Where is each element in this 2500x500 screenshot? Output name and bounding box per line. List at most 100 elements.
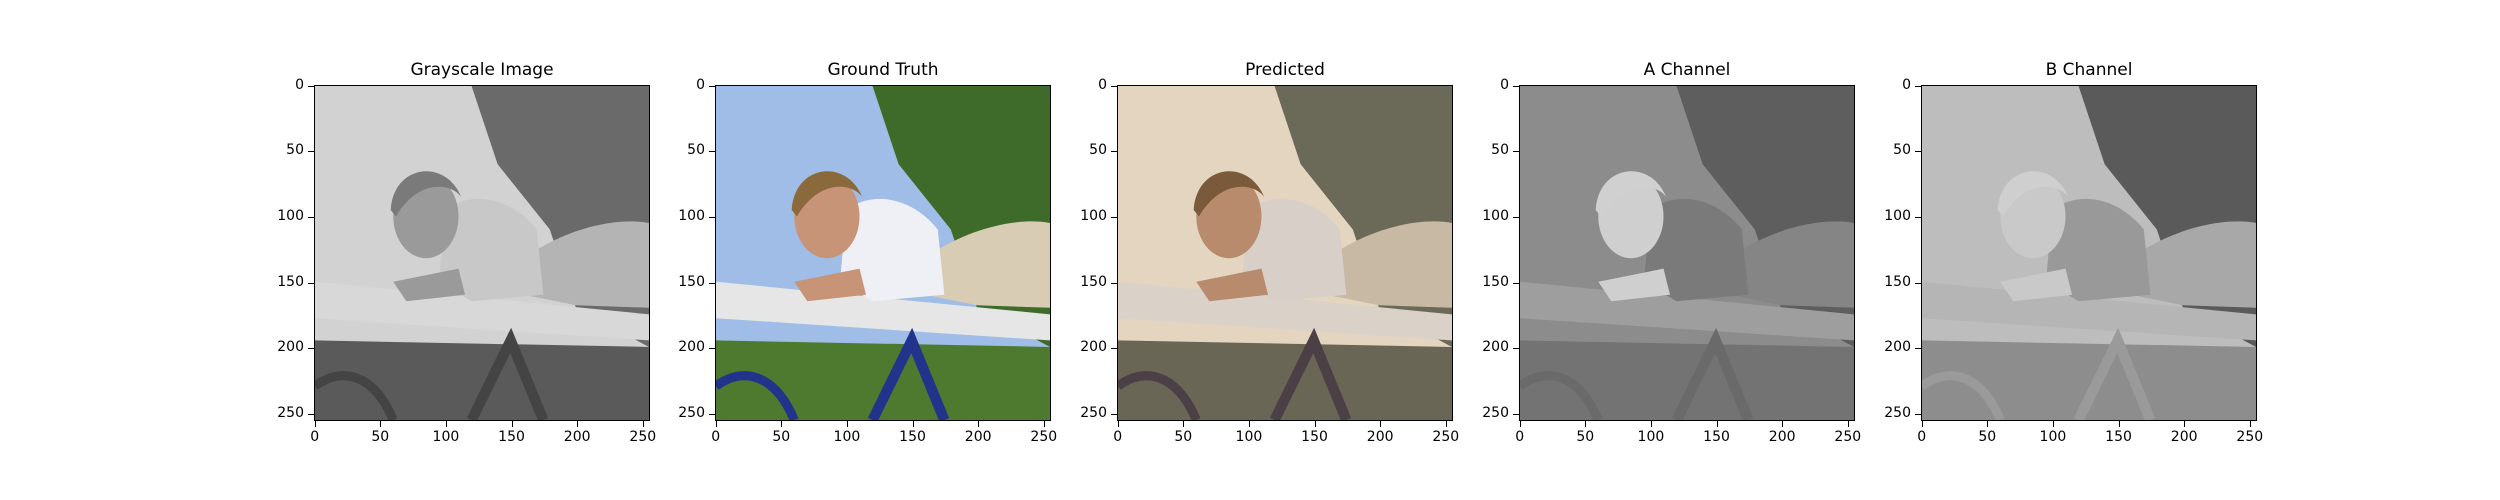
y-tick-label: 0 [696, 76, 705, 93]
y-tick-mark [1111, 413, 1117, 415]
x-tick-mark [445, 421, 447, 427]
rail-bar [315, 281, 649, 341]
y-tick-label: 150 [1080, 273, 1107, 290]
x-tick-mark [577, 421, 579, 427]
y-tick-label: 250 [678, 404, 705, 421]
child-hair [390, 171, 462, 217]
y-tick-mark [709, 282, 715, 284]
child-legs [1313, 221, 1452, 308]
y-tick-mark [709, 216, 715, 218]
x-tick-mark [1782, 421, 1784, 427]
x-tick-label: 250 [629, 429, 657, 445]
climbing-frame [2073, 327, 2156, 420]
x-tick-label: 0 [1113, 429, 1123, 445]
x-tick-label: 50 [772, 429, 791, 445]
child-arm [794, 268, 867, 302]
y-tick-mark [709, 85, 715, 87]
x-tick-mark [846, 421, 848, 427]
x-tick-label: 200 [2170, 429, 2198, 445]
y-tick-label: 150 [678, 273, 705, 290]
y-tick-label: 50 [1089, 142, 1107, 159]
y-tick-mark [308, 413, 314, 415]
y-tick-label: 0 [295, 76, 304, 93]
x-tick-label: 200 [1768, 429, 1796, 445]
photo-image [1520, 86, 1854, 420]
panel-grayscale: Grayscale Image 0 0 50 50 100 100 150 150 200 200… [272, 0, 656, 500]
climbing-frame [1269, 327, 1352, 420]
y-tick-mark [709, 151, 715, 153]
ground-region [1118, 340, 1452, 420]
y-tick-label: 50 [687, 142, 705, 159]
x-tick-label: 50 [1174, 429, 1193, 445]
x-tick-label: 200 [563, 429, 591, 445]
climbing-frame [1671, 327, 1754, 420]
x-tick-mark [314, 421, 316, 427]
x-tick-label: 150 [2105, 429, 2132, 445]
y-tick-label: 0 [1902, 76, 1911, 93]
y-tick-label: 50 [286, 142, 304, 159]
x-tick-mark [1650, 421, 1652, 427]
y-tick-label: 100 [1080, 207, 1107, 224]
climbing-frame [716, 371, 799, 420]
panel-b-channel: B Channel 0 0 50 50 100 100 150 150 200 200 250 250 [1879, 0, 2263, 500]
x-tick-label: 0 [1917, 429, 1927, 445]
y-tick-label: 150 [277, 273, 304, 290]
x-tick-mark [1445, 421, 1447, 427]
x-tick-mark [2118, 421, 2120, 427]
rail-bar [1520, 281, 1854, 341]
x-tick-label: 50 [1576, 429, 1595, 445]
panel-title: A Channel [1643, 60, 1731, 80]
x-tick-mark [1248, 421, 1250, 427]
y-tick-label: 250 [1080, 404, 1107, 421]
x-tick-label: 250 [1834, 429, 1862, 445]
x-tick-mark [2184, 421, 2186, 427]
x-tick-mark [1043, 421, 1045, 427]
child-legs [510, 221, 649, 308]
y-tick-mark [1513, 282, 1519, 284]
y-tick-mark [1915, 413, 1921, 415]
climbing-frame [466, 327, 549, 420]
y-tick-mark [1915, 348, 1921, 350]
y-tick-label: 250 [1482, 404, 1509, 421]
x-tick-label: 0 [310, 429, 320, 445]
child-legs [2117, 221, 2256, 308]
child-arm [1598, 268, 1671, 302]
y-tick-label: 100 [277, 207, 304, 224]
x-tick-label: 150 [498, 429, 525, 445]
y-tick-mark [709, 413, 715, 415]
child-legs [1715, 221, 1854, 308]
climbing-frame [1520, 371, 1603, 420]
y-tick-label: 100 [678, 207, 705, 224]
y-tick-label: 200 [1884, 339, 1911, 356]
x-tick-mark [781, 421, 783, 427]
panel-ground-truth: Ground Truth 0 0 50 50 100 100 150 150 200 200 250… [673, 0, 1057, 500]
x-tick-label: 50 [1978, 429, 1997, 445]
y-tick-mark [1111, 216, 1117, 218]
y-tick-label: 200 [1080, 339, 1107, 356]
ground-region [1922, 340, 2256, 420]
child-legs [911, 221, 1050, 308]
rail-bar [1922, 281, 2256, 341]
y-tick-mark [1513, 413, 1519, 415]
y-tick-mark [1111, 348, 1117, 350]
x-tick-mark [1585, 421, 1587, 427]
y-tick-mark [1513, 216, 1519, 218]
y-tick-label: 200 [1482, 339, 1509, 356]
photo-image [716, 86, 1050, 420]
y-tick-label: 200 [678, 339, 705, 356]
y-tick-label: 150 [1884, 273, 1911, 290]
y-tick-mark [1915, 151, 1921, 153]
x-tick-mark [1183, 421, 1185, 427]
climbing-frame [1118, 371, 1201, 420]
y-tick-mark [308, 348, 314, 350]
y-tick-label: 0 [1500, 76, 1509, 93]
x-tick-mark [715, 421, 717, 427]
x-tick-mark [642, 421, 644, 427]
panel-title: Grayscale Image [410, 60, 554, 80]
x-tick-mark [912, 421, 914, 427]
child-shirt [438, 198, 544, 302]
x-tick-label: 250 [1030, 429, 1058, 445]
y-tick-label: 100 [1482, 207, 1509, 224]
y-tick-label: 50 [1491, 142, 1509, 159]
y-tick-mark [1111, 85, 1117, 87]
